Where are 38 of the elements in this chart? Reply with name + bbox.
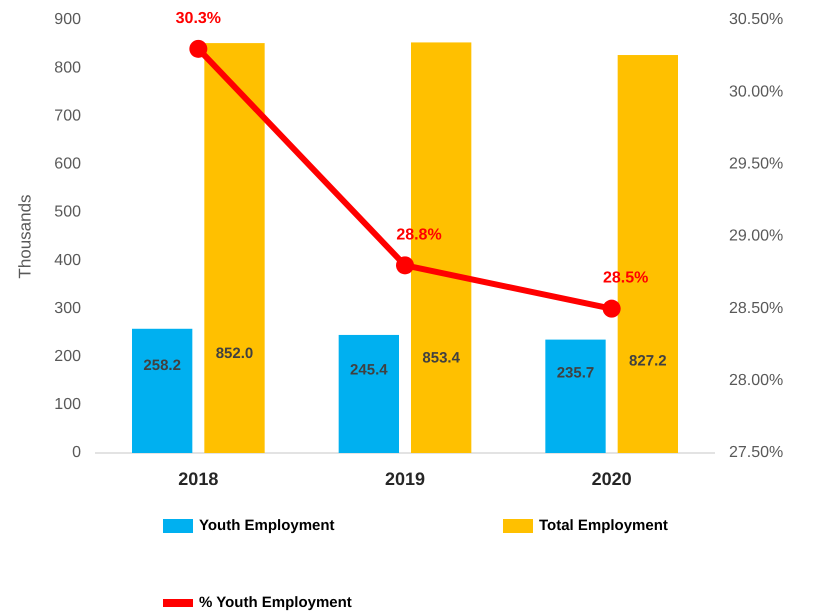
legend-label: Total Employment	[539, 516, 668, 534]
y2-tick-label: 29.00%	[729, 228, 784, 245]
data-label: 245.4	[350, 361, 388, 378]
bar	[204, 43, 265, 453]
data-label: 235.7	[556, 364, 594, 382]
x-tick-label: 2019	[384, 469, 426, 489]
x-tick-label: 2018	[178, 469, 218, 489]
point	[396, 256, 414, 274]
y-tick-label: 600	[54, 156, 82, 173]
point	[602, 300, 621, 318]
y-tick-label: 800	[54, 59, 82, 76]
y-tick-label: 300	[54, 300, 82, 317]
data-label: 853.4	[422, 349, 461, 366]
y-tick-label: 400	[54, 252, 82, 269]
legend-label: Youth Employment	[199, 516, 335, 534]
y2-tick-label: 30.00%	[729, 83, 784, 100]
y-tick-label: 100	[54, 396, 82, 414]
data-label: 852.0	[216, 345, 254, 362]
y2-tick-label: 28.50%	[729, 300, 784, 317]
bar	[545, 340, 606, 453]
y2-tick-label: 27.50%	[729, 444, 784, 462]
x-tick-label: 2020	[592, 469, 632, 489]
y2-tick-label: 30.50%	[729, 11, 784, 28]
y-tick-label: 500	[54, 204, 82, 221]
data-label: 827.2	[629, 352, 667, 370]
y-tick-label: 200	[54, 348, 82, 366]
data-label: 258.2	[143, 357, 181, 374]
y-axis-title: Thousands	[15, 194, 34, 279]
y-tick-label: 700	[54, 107, 82, 124]
y2-tick-label: 28.00%	[729, 372, 784, 390]
y-tick-label: 900	[54, 11, 82, 28]
y2-tick-label: 29.50%	[729, 156, 784, 173]
bar	[132, 328, 192, 453]
point	[189, 40, 208, 58]
legend-label: % Youth Employment	[199, 594, 352, 611]
y-tick-label: 0	[72, 444, 82, 462]
data-label: 30.3%	[176, 10, 222, 27]
bar	[338, 334, 399, 453]
